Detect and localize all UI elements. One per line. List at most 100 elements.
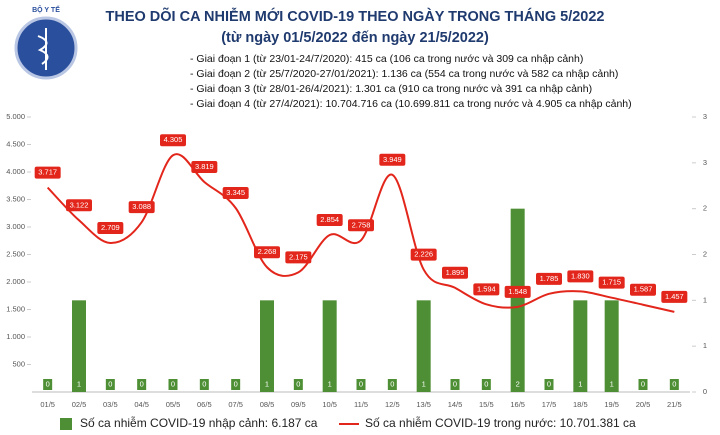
value-label: 1.785 xyxy=(540,274,559,283)
bar-label-bg xyxy=(450,379,460,390)
value-label-bg xyxy=(285,251,312,264)
value-label: 2.175 xyxy=(289,252,308,261)
bar-label-bg xyxy=(607,379,617,390)
x-tick-label: 03/5 xyxy=(103,400,118,409)
bar-label: 0 xyxy=(359,379,363,388)
value-label: 3.122 xyxy=(70,200,89,209)
value-label: 2.854 xyxy=(320,215,339,224)
y-tick-label: 4.000 xyxy=(6,167,25,176)
bar-label: 1 xyxy=(265,379,269,388)
value-label: 1.830 xyxy=(571,271,590,280)
bar-label-bg xyxy=(293,379,303,390)
value-label-bg xyxy=(473,283,500,296)
y-tick-label: 4.500 xyxy=(6,139,25,148)
note: - Giai đoạn 4 (từ 27/4/2021): 10.704.716… xyxy=(190,98,632,110)
x-tick-label: 20/5 xyxy=(636,400,651,409)
bar-label: 0 xyxy=(140,379,144,388)
value-label: 1.587 xyxy=(634,285,653,294)
bar-label-bg xyxy=(669,379,679,390)
bar-label: 0 xyxy=(390,379,394,388)
y-tick-label: 2.500 xyxy=(6,249,25,258)
x-tick-label: 16/5 xyxy=(510,400,525,409)
bar-label-bg xyxy=(74,379,84,390)
bar-label: 1 xyxy=(578,379,582,388)
x-tick-label: 05/5 xyxy=(166,400,181,409)
value-label-bg xyxy=(222,187,249,200)
bar-label-bg xyxy=(513,379,523,390)
bar-label-bg xyxy=(575,379,585,390)
bar xyxy=(416,300,431,392)
x-tick-label: 18/5 xyxy=(573,400,588,409)
bar-label-bg xyxy=(43,379,53,390)
value-label-bg xyxy=(128,201,155,214)
x-tick-label: 01/5 xyxy=(40,400,55,409)
y2-tick-label: 2 xyxy=(703,204,707,213)
value-label-bg xyxy=(34,166,61,179)
bar-label-bg xyxy=(262,379,272,390)
bar-label: 1 xyxy=(422,379,426,388)
value-label: 4.305 xyxy=(164,135,183,144)
chart-subtitle: (từ ngày 01/5/2022 đến ngày 21/5/2022) xyxy=(221,30,489,46)
x-tick-label: 14/5 xyxy=(448,400,463,409)
value-label: 2.226 xyxy=(414,250,433,259)
value-label: 3.819 xyxy=(195,162,214,171)
logo-text: BỘ Y TẾ xyxy=(32,4,60,14)
x-tick-label: 09/5 xyxy=(291,400,306,409)
legend-label: Số ca nhiễm COVID-19 trong nước: 10.701.… xyxy=(365,415,636,430)
note: - Giai đoạn 2 (từ 25/7/2020-27/01/2021):… xyxy=(190,68,618,80)
bar-label-bg xyxy=(638,379,648,390)
value-label-bg xyxy=(379,153,406,166)
bar-label: 1 xyxy=(610,379,614,388)
bar-label: 1 xyxy=(328,379,332,388)
x-tick-label: 17/5 xyxy=(542,400,557,409)
x-tick-label: 04/5 xyxy=(134,400,149,409)
bar-label: 0 xyxy=(641,379,645,388)
value-label-bg xyxy=(567,270,594,283)
value-label-bg xyxy=(254,246,280,259)
value-label-bg xyxy=(191,160,218,173)
bar-label-bg xyxy=(137,379,147,390)
x-tick-label: 10/5 xyxy=(322,400,337,409)
value-label: 1.715 xyxy=(602,278,621,287)
legend-swatch xyxy=(60,418,72,430)
value-label-bg xyxy=(66,199,92,212)
bar-label: 0 xyxy=(547,379,551,388)
value-label-bg xyxy=(630,283,656,296)
bar-label-bg xyxy=(356,379,366,390)
x-tick-label: 13/5 xyxy=(416,400,431,409)
bar-label: 0 xyxy=(672,379,676,388)
bar-label: 0 xyxy=(202,379,206,388)
value-label-bg xyxy=(504,285,531,298)
bar-label-bg xyxy=(481,379,491,390)
value-label-bg xyxy=(598,276,625,289)
x-tick-label: 15/5 xyxy=(479,400,494,409)
bar-label-bg xyxy=(105,379,115,390)
value-label: 1.457 xyxy=(665,292,684,301)
value-label: 2.709 xyxy=(101,223,120,232)
y2-tick-label: 0 xyxy=(703,387,707,396)
bar xyxy=(604,300,619,392)
bar-label-bg xyxy=(544,379,554,390)
y-tick-label: 1.000 xyxy=(6,332,25,341)
x-tick-label: 11/5 xyxy=(354,400,368,409)
bar-label: 2 xyxy=(516,379,520,388)
y-tick-label: 3.500 xyxy=(6,194,25,203)
chart-title: THEO DÕI CA NHIỄM MỚI COVID-19 THEO NGÀY… xyxy=(106,7,605,25)
bar-label: 0 xyxy=(296,379,300,388)
x-tick-label: 02/5 xyxy=(72,400,87,409)
value-label-bg xyxy=(97,222,124,235)
x-tick-label: 06/5 xyxy=(197,400,212,409)
value-label: 3.717 xyxy=(38,168,57,177)
line xyxy=(46,153,675,313)
bar xyxy=(573,300,588,392)
y-tick-label: 500 xyxy=(12,359,25,368)
bar-label: 0 xyxy=(46,379,50,388)
x-tick-label: 19/5 xyxy=(604,400,619,409)
value-label-bg xyxy=(536,272,562,285)
y-tick-label: 5.000 xyxy=(6,112,25,121)
bar-label: 0 xyxy=(234,379,238,388)
value-label-bg xyxy=(160,134,186,147)
bar-label: 0 xyxy=(453,379,457,388)
bar-label: 0 xyxy=(171,379,175,388)
